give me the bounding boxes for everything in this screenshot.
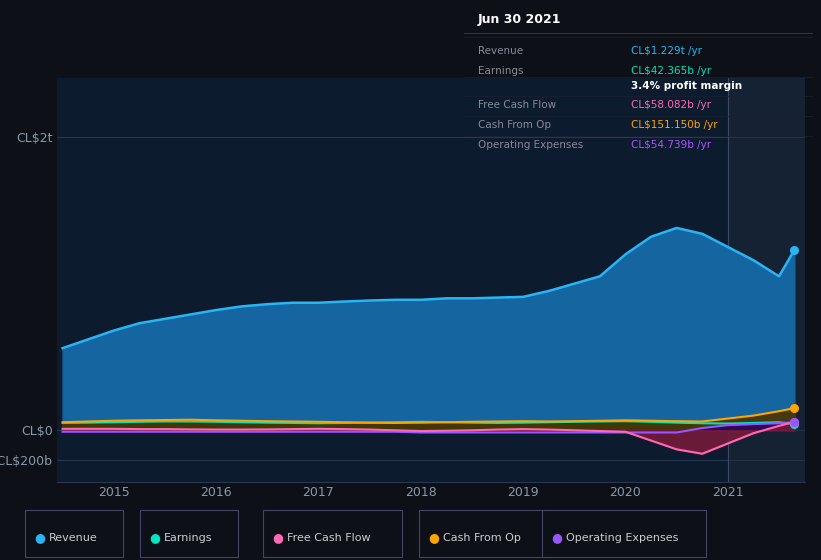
Text: Cash From Op: Cash From Op [443, 533, 521, 543]
Point [788, 404, 801, 413]
Text: CL$151.150b /yr: CL$151.150b /yr [631, 120, 718, 130]
Text: Earnings: Earnings [164, 533, 213, 543]
Bar [728, 78, 805, 482]
Text: ●: ● [149, 531, 160, 544]
Point [788, 419, 801, 428]
Point [788, 246, 801, 255]
Text: 3.4% profit margin: 3.4% profit margin [631, 81, 742, 91]
Text: CL$58.082b /yr: CL$58.082b /yr [631, 100, 711, 110]
Text: Cash From Op: Cash From Op [478, 120, 551, 130]
Text: Operating Expenses: Operating Expenses [478, 139, 583, 150]
Text: CL$54.739b /yr: CL$54.739b /yr [631, 139, 712, 150]
Point [788, 417, 801, 426]
Text: Free Cash Flow: Free Cash Flow [478, 100, 556, 110]
Text: ●: ● [273, 531, 283, 544]
Text: Revenue: Revenue [478, 46, 523, 56]
Text: ●: ● [34, 531, 45, 544]
Text: Free Cash Flow: Free Cash Flow [287, 533, 371, 543]
Text: Earnings: Earnings [478, 66, 523, 76]
Text: ●: ● [552, 531, 562, 544]
Point [788, 418, 801, 427]
Text: Revenue: Revenue [49, 533, 98, 543]
Text: Jun 30 2021: Jun 30 2021 [478, 13, 562, 26]
Text: ●: ● [429, 531, 439, 544]
Text: CL$42.365b /yr: CL$42.365b /yr [631, 66, 712, 76]
Text: CL$1.229t /yr: CL$1.229t /yr [631, 46, 702, 56]
Text: Operating Expenses: Operating Expenses [566, 533, 679, 543]
